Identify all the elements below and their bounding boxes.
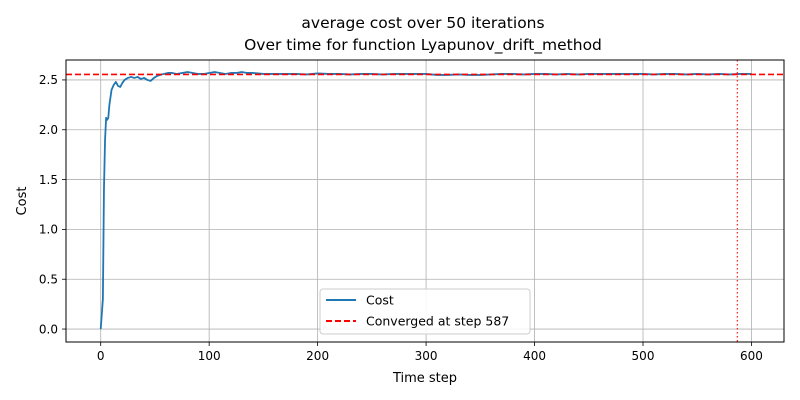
x-axis-label: Time step xyxy=(392,371,457,386)
legend-box xyxy=(319,288,531,335)
y-tick-label: 2.0 xyxy=(39,123,58,137)
legend-label-cost: Cost xyxy=(366,293,394,308)
chart-subtitle: Over time for function Lyapunov_drift_me… xyxy=(244,36,602,55)
x-tick-label: 200 xyxy=(306,349,329,363)
y-tick-label: 0.0 xyxy=(39,322,58,336)
x-tick-label: 300 xyxy=(415,349,438,363)
chart-title: average cost over 50 iterations xyxy=(301,14,544,32)
y-tick-label: 2.5 xyxy=(39,73,58,87)
x-tick-label: 600 xyxy=(740,349,763,363)
legend-label-converged: Converged at step 587 xyxy=(366,314,509,329)
y-tick-label: 0.5 xyxy=(39,273,58,287)
y-axis-label: Cost xyxy=(15,187,30,216)
x-tick-label: 0 xyxy=(97,349,105,363)
y-tick-label: 1.5 xyxy=(39,173,58,187)
y-tick-label: 1.0 xyxy=(39,223,58,237)
plot-area xyxy=(66,60,784,342)
legend: Cost Converged at step 587 xyxy=(319,288,531,335)
grid xyxy=(66,60,784,342)
x-tick-label: 100 xyxy=(198,349,221,363)
plot-frame xyxy=(65,59,785,343)
axis-ticks: 0 100 200 300 400 500 600 0.0 0.5 1.0 1.5 2.0 2.5 xyxy=(39,73,763,363)
x-tick-label: 500 xyxy=(632,349,655,363)
x-tick-label: 400 xyxy=(523,349,546,363)
